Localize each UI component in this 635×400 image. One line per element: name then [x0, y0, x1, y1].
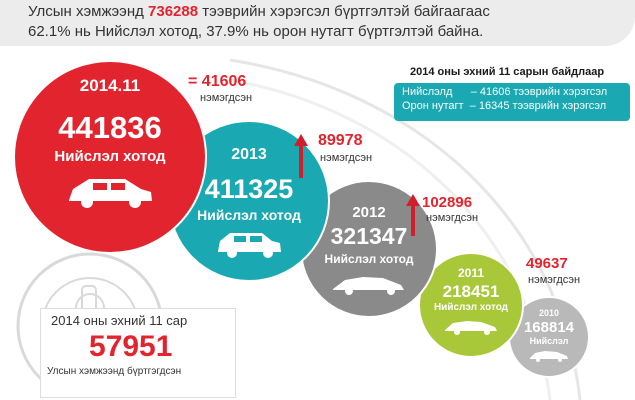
- car-icon: [333, 277, 404, 295]
- location-label: Нийслэл хотод: [54, 148, 166, 165]
- car-icon: [445, 321, 497, 335]
- info-line-capital: Нийслэлд – 41606 тээврийн хэрэгсэл: [402, 86, 608, 98]
- info-box: Нийслэлд – 41606 тээврийн хэрэгсэл Орон …: [394, 83, 630, 121]
- header-line-1: Улсын хэмжээнд 736288 тээврийн хэрэгсэл …: [28, 3, 490, 20]
- info-line-countryside: Орон нутагт – 16345 тээврийн хэрэгсэл: [402, 100, 607, 112]
- suv-icon: [218, 233, 281, 258]
- up-arrow-head: [406, 194, 420, 206]
- vehicle-count: 411325: [204, 174, 294, 204]
- increase-label: нэмэгдсэн: [528, 274, 581, 286]
- year-label: 2010: [538, 308, 560, 318]
- circle-2010: 2010 168814 Нийслэл: [508, 296, 590, 378]
- increase-value: 89978: [318, 132, 363, 149]
- location-label: Нийслэл: [529, 336, 569, 346]
- info-title: 2014 оны эхний 11 сарын байдлаар: [410, 66, 605, 78]
- location-label: Нийслэл хотод: [324, 252, 414, 266]
- increase-label: нэмэгдсэн: [200, 92, 253, 104]
- header-line-2: 62.1% нь Нийслэл хотод, 37.9% нь орон ну…: [28, 23, 484, 40]
- vehicle-count: 218451: [442, 282, 500, 301]
- car-icon: [530, 351, 568, 362]
- up-arrow-head: [294, 134, 308, 146]
- circle-2011: 2011 218451 Нийслэл хотод: [418, 252, 524, 358]
- total-vehicles-value: 736288: [148, 3, 199, 20]
- year-label: 2011: [457, 266, 485, 280]
- increase-label: нэмэгдсэн: [426, 212, 479, 224]
- circle-2014-11: 2014.11 441836 Нийслэл хотод: [13, 60, 207, 254]
- up-arrow-icon: [411, 206, 415, 236]
- vehicle-count: 441836: [58, 110, 162, 145]
- increase-value: 41606: [201, 73, 247, 90]
- suv-icon: [69, 179, 152, 208]
- location-label: Нийслэл хотод: [197, 207, 301, 223]
- vehicle-count: 168814: [523, 319, 575, 336]
- increase-label: нэмэгдсэн: [320, 152, 373, 164]
- up-arrow-icon: [299, 146, 303, 178]
- increase-2014: = 41606: [188, 73, 246, 91]
- bottom-title: 2014 оны эхний 11 сар: [51, 313, 188, 328]
- year-label: 2012: [352, 204, 386, 221]
- equals-sign: =: [188, 73, 198, 90]
- vehicle-count: 321347: [330, 223, 408, 249]
- increase-value: 49637: [526, 255, 568, 272]
- bottom-summary-box: 2014 оны эхний 11 сар 57951 Улсын хэмжээ…: [40, 308, 236, 398]
- year-label: 2014.11: [79, 76, 141, 95]
- bottom-caption: Улсын хэмжээнд бүртгэгдсэн: [47, 366, 182, 377]
- increase-value: 102896: [422, 194, 473, 211]
- header-banner: [0, 0, 635, 46]
- year-label: 2013: [231, 146, 267, 163]
- location-label: Нийслэл хотод: [433, 302, 509, 313]
- bottom-value: 57951: [89, 330, 173, 363]
